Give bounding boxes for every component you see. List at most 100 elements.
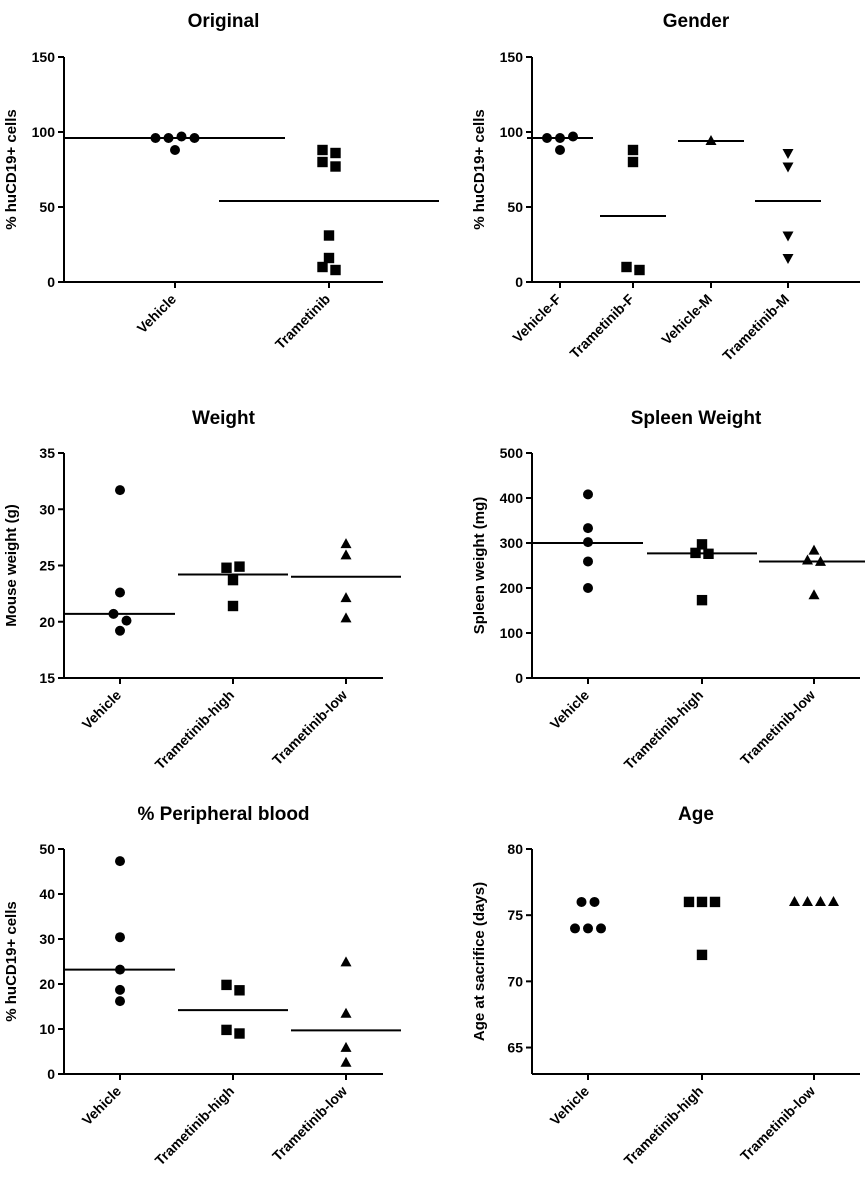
data-point (227, 600, 239, 612)
x-tick-label: Vehicle (547, 687, 593, 733)
y-tick-label: 0 (47, 1066, 55, 1082)
y-tick-label: 150 (500, 49, 524, 65)
x-tick-label: Vehicle-M (658, 291, 715, 348)
y-tick-label: 20 (39, 976, 55, 992)
panel-title: Weight (192, 408, 256, 429)
panel-title: Spleen Weight (631, 408, 762, 429)
x-tick-label: Vehicle (547, 1083, 593, 1129)
y-tick-label: 10 (39, 1021, 55, 1037)
y-axis-label: Mouse weight (g) (3, 504, 20, 627)
data-point (221, 979, 232, 991)
data-point (808, 544, 820, 555)
data-point (782, 254, 794, 264)
data-point (802, 554, 813, 565)
y-tick-label: 20 (39, 614, 55, 630)
y-tick-label: 15 (39, 670, 55, 686)
y-tick-label: 40 (39, 886, 55, 902)
x-tick-label: Vehicle (79, 1083, 125, 1129)
x-tick-label: Trametinib-low (269, 687, 350, 768)
y-axis-label: % huCD19+ cells (3, 109, 20, 229)
data-point (789, 895, 800, 906)
panel-title: % Peripheral blood (137, 804, 309, 825)
data-point (317, 261, 328, 273)
data-point (696, 539, 708, 550)
y-tick-label: 75 (507, 907, 523, 923)
y-tick-label: 200 (500, 580, 524, 596)
data-point (696, 949, 708, 961)
data-point (221, 562, 232, 573)
data-point (583, 489, 593, 500)
x-tick-label: Trametinib-high (621, 687, 707, 773)
panel-6: Age Age at sacrifice (days) 65 70 75 80 Vehicl… (471, 804, 860, 1168)
x-tick-label: Trametinib-low (737, 687, 818, 768)
panel-3: Weight Mouse weight (g) 15 20 25 30 35 Vehicle T… (3, 408, 401, 772)
data-point (555, 145, 565, 155)
data-point (323, 230, 335, 241)
data-point (323, 252, 335, 264)
data-point (115, 984, 125, 995)
x-tick-label: Vehicle-F (509, 290, 564, 345)
y-tick-label: 80 (507, 841, 523, 857)
data-point (340, 1041, 352, 1052)
y-tick-label: 150 (32, 49, 56, 65)
y-tick-label: 50 (507, 199, 523, 215)
panel-title: Gender (663, 11, 730, 32)
data-point (227, 574, 239, 586)
data-point (340, 538, 352, 549)
data-point (683, 896, 695, 908)
data-point (115, 485, 125, 496)
data-point (340, 592, 352, 603)
x-tick-label: Trametinib-high (152, 1083, 238, 1169)
data-point (340, 612, 352, 623)
x-tick-label: Trametinib (272, 291, 333, 352)
y-tick-label: 50 (39, 841, 55, 857)
data-point (121, 615, 132, 626)
y-tick-label: 30 (39, 501, 55, 517)
data-point (583, 923, 593, 934)
x-tick-label: Trametinib-low (269, 1083, 350, 1164)
y-tick-label: 500 (500, 445, 524, 461)
data-point (115, 856, 125, 867)
data-point (583, 556, 593, 567)
data-point (782, 231, 794, 242)
data-point (696, 896, 708, 908)
panel-title: Original (188, 11, 260, 32)
data-point (568, 131, 578, 142)
y-tick-label: 50 (39, 199, 55, 215)
data-point (234, 561, 245, 572)
data-point (317, 156, 328, 168)
data-point (330, 147, 341, 159)
data-point (317, 144, 328, 156)
data-point (802, 895, 813, 906)
data-point (340, 1056, 352, 1067)
data-point (115, 625, 125, 636)
x-tick-label: Trametinib-low (737, 1083, 818, 1164)
data-point (782, 149, 794, 159)
x-tick-label: Vehicle (134, 291, 180, 337)
data-point (170, 145, 180, 155)
data-point (115, 932, 125, 943)
data-point (583, 583, 593, 593)
data-point (627, 144, 639, 156)
panel-1: Original % huCD19+ cells 0 50 100 150 Vehicle T… (3, 11, 439, 352)
data-point (621, 261, 632, 273)
data-point (696, 594, 708, 606)
x-tick-label: Trametinib-high (152, 687, 238, 773)
data-point (340, 1007, 352, 1018)
data-point (340, 956, 352, 967)
x-tick-label: Trametinib-high (621, 1083, 707, 1169)
data-point (808, 589, 820, 600)
data-point (583, 523, 593, 534)
data-point (234, 1028, 245, 1039)
data-point (576, 896, 587, 907)
data-point (782, 162, 794, 173)
data-point (634, 264, 645, 276)
data-point (340, 549, 352, 560)
data-point (596, 923, 606, 934)
y-tick-label: 400 (500, 490, 524, 506)
y-tick-label: 0 (515, 670, 523, 686)
y-tick-label: 25 (39, 558, 55, 574)
y-tick-label: 300 (500, 535, 524, 551)
